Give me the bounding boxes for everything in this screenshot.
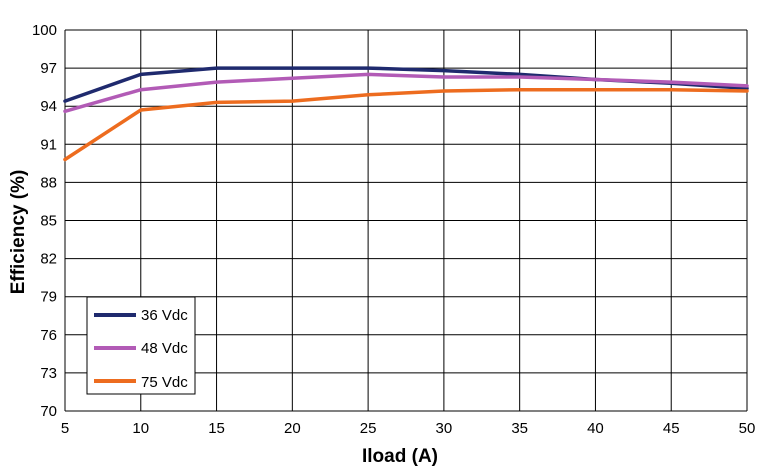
legend-label-48vdc: 48 Vdc xyxy=(141,340,188,357)
y-tick-label: 100 xyxy=(32,22,57,39)
data-point xyxy=(366,66,370,70)
y-tick-label: 97 xyxy=(40,60,57,77)
x-tick-label: 30 xyxy=(436,420,453,437)
y-tick-label: 79 xyxy=(40,289,57,306)
data-point xyxy=(214,80,219,84)
x-tick-label: 50 xyxy=(739,420,756,437)
data-point xyxy=(214,66,219,70)
data-point xyxy=(593,77,598,82)
y-tick-label: 70 xyxy=(40,403,57,420)
data-point xyxy=(518,75,522,79)
data-point xyxy=(63,109,67,113)
y-tick-label: 88 xyxy=(40,174,57,191)
data-point xyxy=(593,88,598,92)
series-3 xyxy=(63,87,749,162)
data-point xyxy=(139,72,143,77)
series-lines xyxy=(63,66,749,162)
data-point xyxy=(139,108,143,112)
x-tick-label: 40 xyxy=(587,420,604,437)
x-tick-label: 45 xyxy=(663,420,680,437)
x-tick-label: 25 xyxy=(360,420,377,437)
data-point xyxy=(214,100,219,104)
data-point xyxy=(366,93,370,97)
y-tick-label: 85 xyxy=(40,213,57,230)
data-point xyxy=(745,89,749,93)
legend-label-36vdc: 36 Vdc xyxy=(141,307,188,324)
data-point xyxy=(63,99,67,103)
data-point xyxy=(518,88,522,92)
x-tick-label: 10 xyxy=(132,420,149,437)
data-point xyxy=(669,80,673,84)
y-tick-label: 94 xyxy=(40,98,57,115)
data-point xyxy=(442,75,446,79)
y-tick-label: 91 xyxy=(40,136,57,153)
tick-labels: 70 73 76 79 82 85 88 91 94 97 100 5 10 15 20 25 30 35 40 45… xyxy=(32,22,755,437)
data-point xyxy=(139,88,143,92)
data-point xyxy=(442,89,446,93)
x-tick-label: 20 xyxy=(284,420,301,437)
y-tick-label: 82 xyxy=(40,251,57,268)
data-point xyxy=(669,88,673,92)
x-tick-label: 15 xyxy=(208,420,225,437)
data-point xyxy=(366,72,370,77)
y-axis-title: Efficiency (%) xyxy=(8,170,29,295)
series-line xyxy=(63,87,749,162)
data-point xyxy=(745,86,749,91)
legend: 36 Vdc 48 Vdc 75 Vdc xyxy=(86,296,196,395)
x-tick-label: 5 xyxy=(61,420,69,437)
x-axis-title: Iload (A) xyxy=(362,446,438,467)
x-tick-label: 35 xyxy=(511,420,528,437)
data-point xyxy=(290,66,294,70)
legend-label-75vdc: 75 Vdc xyxy=(141,374,188,391)
series-line xyxy=(63,72,749,114)
series-2 xyxy=(63,72,749,114)
y-tick-label: 76 xyxy=(40,327,57,344)
data-point xyxy=(442,69,446,73)
y-tick-label: 73 xyxy=(40,365,57,382)
data-point xyxy=(290,76,294,80)
data-point xyxy=(290,99,294,103)
data-point xyxy=(63,157,67,162)
data-point xyxy=(745,84,749,88)
